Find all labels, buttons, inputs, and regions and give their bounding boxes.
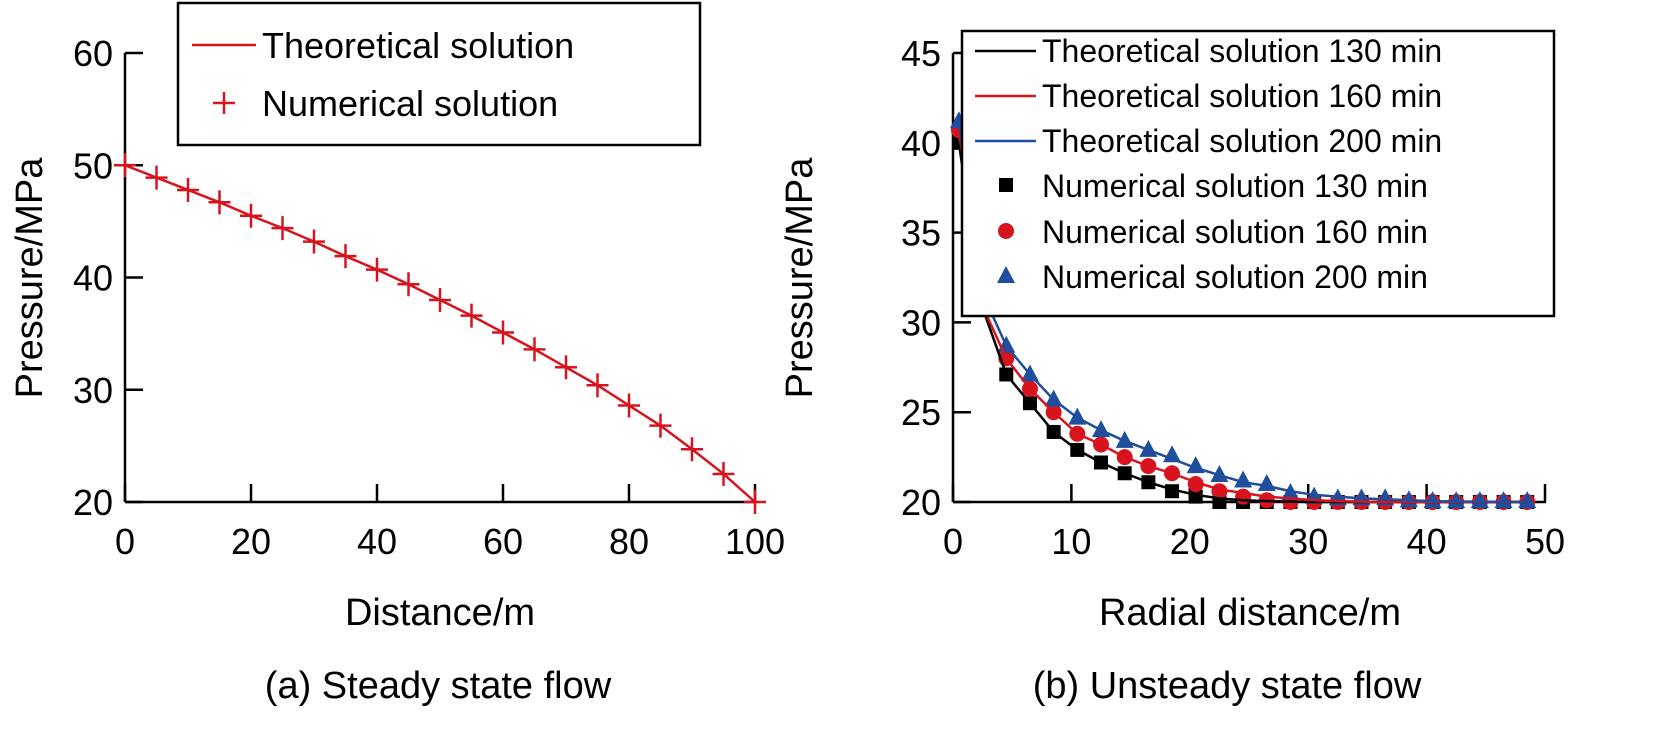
chart-a-numerical-point	[145, 165, 168, 190]
chart-b-legend-marker-red	[998, 223, 1014, 239]
chart-a-x-tick-label: 100	[725, 521, 785, 562]
chart-a-numerical-point	[555, 355, 577, 380]
chart-b-x-tick-label: 40	[1407, 521, 1447, 562]
chart-a-x-tick-label: 20	[231, 521, 271, 562]
chart-a-numerical-point	[712, 461, 735, 486]
chart-a-numerical-point	[744, 490, 766, 514]
chart-b-point-blue	[1092, 420, 1110, 438]
chart-a-numerical-point	[523, 337, 546, 362]
chart-a-legend-label-theoretical: Theoretical solution	[262, 25, 574, 66]
chart-b-y-tick-label: 20	[901, 482, 941, 523]
chart-a-legend-box	[176, 1, 702, 147]
chart-b-series-line-blue	[957, 121, 1528, 504]
chart-a-numerical-point	[366, 257, 388, 282]
chart-a-plot-area	[114, 153, 766, 514]
chart-a-y-axis-title: Pressure/MPa	[9, 157, 51, 399]
chart-a-legend-label-numerical: Numerical solution	[262, 83, 558, 124]
chart-a-x-tick-label: 80	[609, 521, 649, 562]
chart-a-x-tick-label: 0	[115, 521, 135, 562]
chart-a-numerical-point	[586, 373, 609, 398]
chart-b-legend-label: Numerical solution 130 min	[1042, 168, 1428, 204]
chart-a-numerical-point	[334, 244, 357, 269]
chart-b-legend-label: Numerical solution 200 min	[1042, 259, 1428, 295]
chart-b-caption: (b) Unsteady state flow	[1033, 665, 1422, 707]
chart-a-x-tick-label: 60	[483, 521, 523, 562]
chart-a-y-tick-label: 50	[73, 145, 113, 186]
chart-b-y-tick-label: 45	[901, 33, 941, 74]
chart-b-y-tick-label: 25	[901, 392, 941, 433]
chart-b-legend-label: Theoretical solution 160 min	[1042, 78, 1442, 114]
chart-b-unsteady-state: 0 10 20 30 40 50 20 25 30 35 40 45 Radial distance/…	[779, 29, 1565, 707]
chart-b-point-blue	[1447, 491, 1466, 509]
chart-b-point-blue	[1210, 465, 1229, 483]
chart-a-numerical-point	[429, 287, 451, 312]
chart-a-series-theoretical-line	[124, 164, 756, 503]
chart-b-x-tick-label: 30	[1288, 521, 1328, 562]
chart-b-point-blue	[1518, 491, 1537, 509]
chart-b-y-tick-label: 35	[901, 213, 941, 254]
chart-b-legend-marker-black	[999, 178, 1013, 192]
chart-a-x-tick-label: 40	[357, 521, 397, 562]
chart-b-y-tick-label: 30	[901, 302, 941, 343]
chart-b-point-blue	[1423, 491, 1442, 509]
chart-a-y-tick-label: 20	[73, 482, 113, 523]
chart-a-numerical-point	[303, 229, 325, 254]
chart-b-plot-area	[949, 111, 1537, 510]
chart-b-legend-label: Theoretical solution 200 min	[1042, 123, 1442, 159]
chart-b-x-tick-label: 20	[1170, 521, 1210, 562]
chart-a-numerical-point	[397, 272, 420, 297]
chart-b-x-tick-label: 10	[1051, 521, 1091, 562]
chart-a-x-axis-title: Distance/m	[345, 592, 535, 634]
chart-a-y-tick-label: 30	[73, 370, 113, 411]
chart-a-numerical-point	[177, 177, 199, 202]
chart-b-x-axis-title: Radial distance/m	[1099, 592, 1401, 634]
chart-b-point-blue	[1234, 470, 1253, 488]
chart-a-numerical-point	[271, 216, 294, 241]
chart-a-numerical-point	[492, 320, 514, 345]
chart-a-caption: (a) Steady state flow	[265, 665, 612, 707]
chart-a-numerical-point	[460, 303, 483, 328]
chart-b-legend-box	[960, 29, 1556, 318]
chart-b-legend-marker-blue	[997, 266, 1015, 283]
chart-a-legend-plus-swatch	[213, 92, 235, 114]
chart-a-legend: Theoretical solution Numerical solution	[176, 1, 702, 147]
chart-a-numerical-point	[649, 413, 672, 438]
chart-b-point-blue	[1470, 491, 1489, 509]
chart-b-legend-label: Numerical solution 160 min	[1042, 214, 1428, 250]
chart-b-legend-label: Theoretical solution 130 min	[1042, 33, 1442, 69]
chart-b-legend: Theoretical solution 130 min Theoretical …	[960, 29, 1556, 318]
chart-a-numerical-point	[114, 153, 136, 178]
chart-a-numerical-point	[208, 190, 231, 215]
chart-b-x-tick-label: 50	[1525, 521, 1565, 562]
chart-b-y-axis-title: Pressure/MPa	[779, 157, 821, 399]
chart-b-x-tick-label: 0	[943, 521, 963, 562]
chart-b-y-tick-label: 40	[901, 123, 941, 164]
chart-a-numerical-point	[618, 393, 640, 418]
chart-a-y-tick-label: 60	[73, 33, 113, 74]
chart-a-numerical-point	[681, 437, 703, 462]
chart-b-point-blue	[1494, 491, 1513, 509]
chart-a-y-tick-label: 40	[73, 258, 113, 299]
chart-b-ticks: 0 10 20 30 40 50 20 25 30 35 40 45	[901, 33, 1565, 562]
chart-a-numerical-point	[240, 203, 262, 228]
